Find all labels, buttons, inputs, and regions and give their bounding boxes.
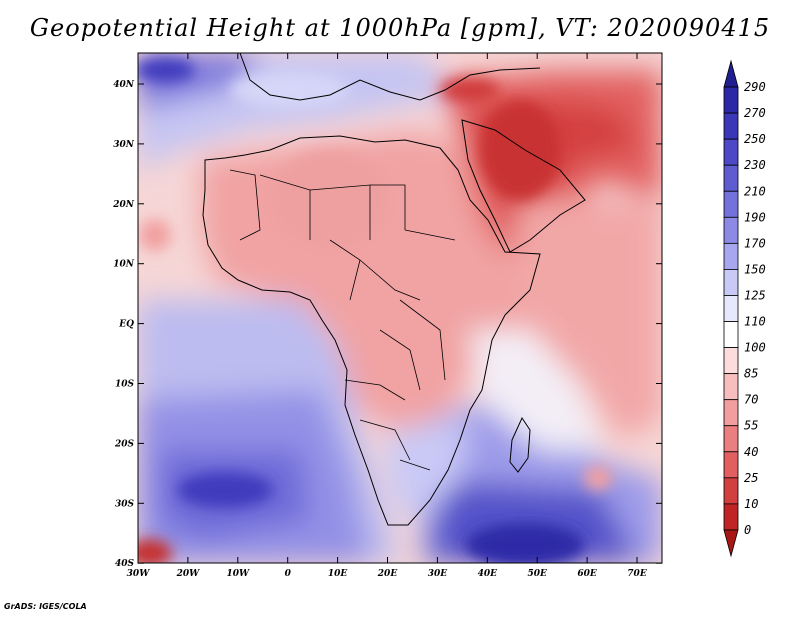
colorbar-swatch (723, 269, 739, 296)
lat-tick-label: 20S (114, 439, 135, 449)
colorbar-label: 170 (744, 236, 766, 250)
height-field (138, 53, 662, 563)
colorbar-swatch (723, 347, 739, 375)
colorbar-swatch (723, 216, 739, 244)
colorbar-label: 150 (744, 262, 766, 276)
colorbar-label: 125 (744, 288, 766, 302)
europe-coastline (239, 53, 541, 101)
colorbar-label: 110 (744, 315, 766, 329)
lat-tick-label: 40N (113, 80, 135, 90)
lat-tick-label: 20N (112, 200, 135, 210)
plot-frame (137, 52, 663, 564)
colorbar-swatch (723, 190, 739, 218)
colorbar-label: 25 (744, 471, 758, 485)
colorbar-swatch (723, 59, 739, 88)
lon-tick-label: 60E (577, 569, 597, 579)
colorbar-label: 100 (744, 341, 766, 355)
lon-tick-label: 70E (627, 569, 647, 579)
country-borders (229, 169, 456, 471)
lon-tick-label: 50E (528, 569, 548, 579)
colorbar-swatch (723, 399, 739, 427)
lon-tick-label: 20W (176, 569, 201, 579)
lon-tick-label: 0 (285, 569, 292, 579)
lat-tick-label: 30N (113, 140, 135, 150)
longitude-axis: 30W 20W 10W 0 10E 20E 30E 40E 50E 60E 70E (127, 53, 647, 579)
colorbar-swatch (723, 451, 739, 479)
lon-tick-label: 30E (428, 569, 448, 579)
lon-tick-label: 30W (127, 569, 151, 579)
africa-coastline (202, 135, 541, 526)
lat-tick-label: EQ (118, 320, 134, 330)
colorbar-swatch (723, 321, 739, 348)
footer-credit: GrADS: IGES/COLA (4, 602, 87, 611)
colorbar-swatch (723, 295, 739, 322)
colorbar-label: 40 (744, 445, 758, 459)
colorbar-swatch (723, 86, 739, 114)
colorbar-swatch (723, 529, 739, 558)
colorbar-label: 290 (744, 80, 766, 94)
lat-tick-label: 10N (113, 260, 135, 270)
colorbar-swatch (723, 373, 739, 401)
colorbar-label: 210 (744, 184, 766, 198)
map-title: Geopotential Height at 1000hPa [gpm], VT… (29, 14, 771, 42)
colorbar-label: 85 (744, 367, 758, 381)
latitude-axis: 40N 30N 20N 10N EQ 10S 20S 30S 40S (112, 80, 662, 569)
colorbar-swatch (723, 503, 739, 531)
colorbar-label: 70 (744, 393, 758, 407)
arabia-coastline (461, 119, 586, 253)
colorbar: 2902702502302101901701501251101008570554… (723, 59, 766, 558)
lat-tick-label: 30S (115, 499, 135, 509)
lon-tick-label: 20E (377, 569, 398, 579)
colorbar-label: 270 (744, 106, 766, 120)
colorbar-label: 250 (744, 132, 766, 146)
colorbar-label: 230 (744, 158, 766, 172)
colorbar-swatch (723, 164, 739, 192)
colorbar-label: 0 (744, 523, 751, 537)
madagascar-coastline (509, 416, 531, 473)
lat-tick-label: 10S (115, 380, 135, 390)
colorbar-swatch (723, 242, 739, 270)
colorbar-label: 55 (744, 419, 758, 433)
colorbar-swatch (723, 112, 739, 140)
colorbar-swatch (723, 138, 739, 166)
lon-tick-label: 40E (478, 569, 498, 579)
lon-tick-label: 10E (328, 569, 348, 579)
colorbar-swatch (723, 477, 739, 505)
lon-tick-label: 10W (226, 569, 250, 579)
colorbar-label: 190 (744, 210, 766, 224)
lat-tick-label: 40S (115, 559, 135, 569)
colorbar-label: 10 (744, 497, 758, 511)
colorbar-swatch (723, 425, 739, 453)
